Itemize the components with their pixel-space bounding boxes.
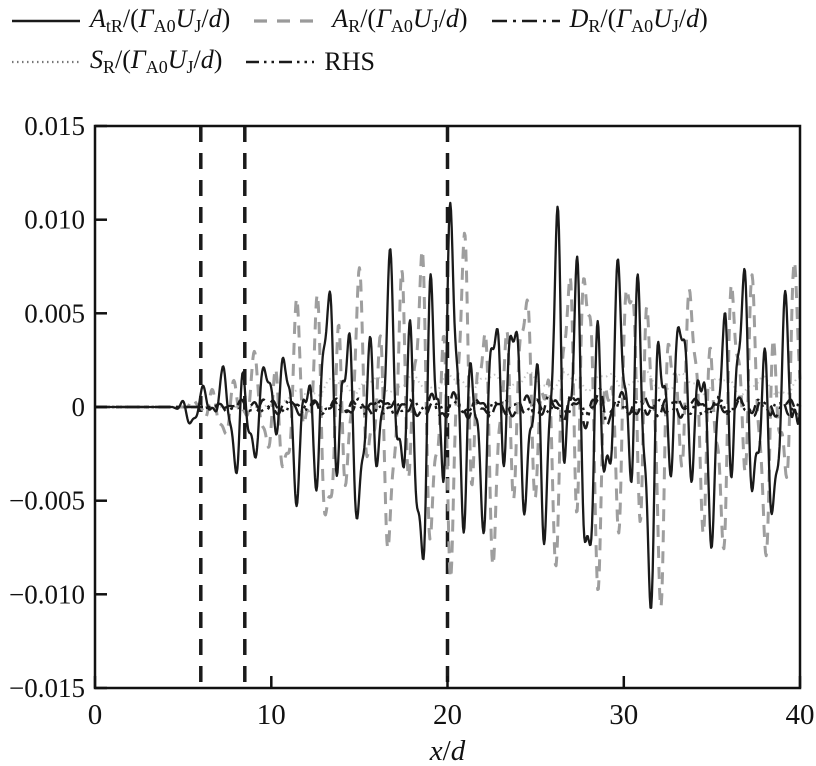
series-RHS [94,397,802,417]
series-AtR [94,201,802,609]
legend-label-RHS: RHS [324,46,375,76]
y-tick-label: 0.015 [24,111,85,141]
x-tick-label: 20 [433,699,462,731]
legend-row-2: SR/(ΓA0UJ/d) RHS [10,47,708,76]
legend-marker-AR-line-icon [254,18,323,23]
y-tick-label: 0 [72,392,86,422]
legend-label-AR: AR/(ΓA0UJ/d) [332,4,468,36]
legend-marker-SR-line-icon [12,60,80,63]
series-DR [94,387,802,430]
legend-item-RHS: RHS [244,46,375,76]
legend-marker-DR-line-icon [491,19,560,22]
y-tick-label: −0.005 [9,486,85,516]
legend-marker-AtR-line-icon [12,19,80,22]
legend-item-AtR: AtR/(ΓA0UJ/d) [10,6,230,35]
series-AR [94,231,802,609]
legend-row-1: AtR/(ΓA0UJ/d) AR/(ΓA0UJ/d) DR/(ΓA0UJ/d) [10,6,708,35]
x-axis-label: x/d [429,735,466,766]
legend-item-DR: DR/(ΓA0UJ/d) [490,6,708,35]
x-tick-label: 10 [257,699,286,731]
x-tick-label: 40 [786,699,815,731]
y-tick-label: −0.015 [9,673,85,703]
legend-label-SR: SR/(ΓA0UJ/d) [90,45,223,77]
legend-marker-RHS-line-icon [246,60,315,63]
y-tick-label: 0.005 [24,298,85,328]
x-tick-label: 30 [609,699,638,731]
legend-item-AR: AR/(ΓA0UJ/d) [252,4,468,36]
legend-label-AtR: AtR/(ΓA0UJ/d) [90,4,231,36]
y-tick-label: 0.010 [24,205,85,235]
legend-label-DR: DR/(ΓA0UJ/d) [569,4,708,36]
y-tick-label: −0.010 [9,579,85,609]
legend: AtR/(ΓA0UJ/d) AR/(ΓA0UJ/d) DR/(ΓA0UJ/d) SR/… [10,6,708,76]
x-tick-label: 0 [88,699,103,731]
legend-item-SR: SR/(ΓA0UJ/d) [10,47,222,76]
